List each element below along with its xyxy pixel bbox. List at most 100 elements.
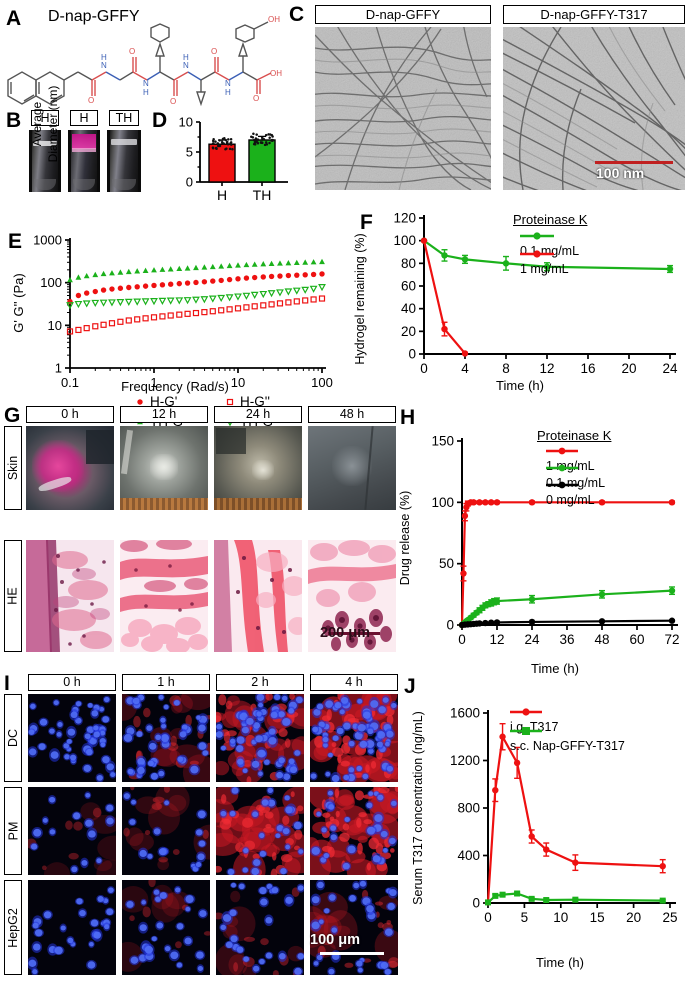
- panel-i-col-title-2: 1 h: [122, 674, 210, 691]
- fluor-pm-1h: [122, 787, 210, 875]
- panel-letter-j: J: [404, 675, 416, 698]
- svg-text:1: 1: [150, 375, 157, 390]
- svg-text:12: 12: [489, 632, 504, 647]
- svg-text:0: 0: [446, 618, 454, 633]
- panel-letter-f: F: [360, 211, 373, 234]
- panel-f-ylabel: Hydrogel remaining (%): [353, 233, 367, 365]
- panel-letter-e: E: [8, 230, 23, 253]
- vial-label-1: H: [31, 110, 59, 126]
- svg-text:10: 10: [48, 318, 62, 333]
- svg-text:16: 16: [580, 361, 595, 376]
- tem-image-1: [315, 27, 491, 190]
- panel-e-xlabel: Frequency (Rad/s): [121, 379, 229, 394]
- he-photo-24h: [214, 540, 302, 652]
- panel-d-ylabel-line1: Average: [30, 101, 44, 147]
- svg-text:1: 1: [55, 361, 62, 376]
- panel-h-legend-item-2: 0.1 mg/mL: [546, 462, 605, 492]
- svg-text:36: 36: [559, 632, 574, 647]
- skin-photo-0h: [26, 426, 114, 510]
- panel-f-xlabel: Time (h): [496, 378, 544, 393]
- svg-text:12: 12: [539, 361, 554, 376]
- svg-text:100: 100: [311, 375, 333, 390]
- panel-letter-d: D: [152, 109, 168, 132]
- panel-i-row-label-pm: PM: [4, 787, 22, 875]
- svg-text:24: 24: [524, 632, 540, 647]
- panel-f-legend-title: Proteinase K: [513, 212, 588, 227]
- svg-text:72: 72: [664, 632, 679, 647]
- panel-f-chart: 0 20 40 60 80 100 120 0 4 8 12 16 20 24: [378, 208, 683, 378]
- panel-h-legend-label-3: 0 mg/mL: [546, 492, 595, 507]
- fluor-hepg2-0h: [28, 880, 116, 975]
- svg-text:50: 50: [439, 556, 454, 571]
- panel-f-legend-label-2: 1 mg/mL: [520, 261, 569, 276]
- atom-label-n: N: [183, 61, 189, 70]
- fluor-hepg2-4h: [310, 880, 398, 975]
- svg-text:100: 100: [393, 233, 416, 248]
- panel-h-legend-label-1: 1 mg/mL: [546, 458, 595, 473]
- panel-g-col-title-4: 48 h: [308, 406, 396, 423]
- panel-h-ylabel: Drug release (%): [398, 490, 412, 586]
- svg-text:150: 150: [431, 434, 454, 449]
- vial-label-3: TH: [109, 110, 139, 126]
- svg-text:0: 0: [408, 347, 416, 362]
- panel-letter-c: C: [289, 3, 305, 26]
- svg-text:24: 24: [662, 361, 678, 376]
- panel-j-chart: 0 400 800 1200 1600 0 5 10 15 20 25: [430, 697, 684, 935]
- panel-i-col-title-4: 4 h: [310, 674, 398, 691]
- vial-label-2: H: [70, 110, 98, 126]
- scalebar-line-c: [595, 161, 673, 164]
- atom-label-n: N: [101, 61, 107, 70]
- skin-photo-24h: [214, 426, 302, 510]
- atom-label-h: H: [143, 88, 149, 97]
- svg-text:1200: 1200: [450, 753, 480, 768]
- panel-d-ylabel-line2: Diameter (nm): [46, 85, 60, 163]
- panel-g-row-label-skin: Skin: [4, 426, 22, 510]
- svg-text:0: 0: [458, 632, 466, 647]
- scalebar-line-g: [328, 632, 380, 635]
- panel-h-legend-title: Proteinase K: [537, 428, 612, 443]
- svg-text:0: 0: [186, 175, 193, 190]
- vial-photo-3: [107, 130, 141, 192]
- panel-a-title: D-nap-GFFY: [48, 8, 140, 25]
- panel-letter-b: B: [6, 109, 22, 132]
- he-photo-0h: [26, 540, 114, 652]
- atom-label-o: O: [253, 94, 259, 103]
- vial-photo-1: [29, 130, 61, 192]
- svg-text:0.1: 0.1: [61, 375, 79, 390]
- atom-label-o: O: [211, 47, 217, 56]
- fluor-dc-0h: [28, 694, 116, 782]
- scalebar-label-i: 100 μm: [310, 932, 360, 948]
- svg-text:H: H: [217, 187, 227, 203]
- svg-text:100: 100: [431, 495, 454, 510]
- svg-text:8: 8: [502, 361, 510, 376]
- svg-text:H-G': H-G': [150, 394, 177, 409]
- atom-label-o: O: [88, 96, 94, 105]
- fluor-pm-2h: [216, 787, 304, 875]
- fluor-dc-1h: [122, 694, 210, 782]
- atom-label-h: H: [101, 53, 107, 62]
- panel-g-row-label-he: HE: [4, 540, 22, 652]
- panel-e-ylabel: G' G'' (Pa): [11, 273, 26, 333]
- svg-text:20: 20: [626, 910, 641, 925]
- svg-text:10: 10: [231, 375, 245, 390]
- svg-text:10: 10: [553, 910, 568, 925]
- panel-j-ylabel: Serum T317 concentration (ng/mL): [411, 711, 425, 905]
- svg-text:120: 120: [393, 211, 416, 226]
- scalebar-label-g: 200 μm: [320, 625, 370, 641]
- panel-j-xlabel: Time (h): [536, 955, 584, 970]
- atom-label-h: H: [225, 88, 231, 97]
- svg-text:15: 15: [590, 910, 605, 925]
- panel-h-xlabel: Time (h): [531, 661, 579, 676]
- skin-photo-12h: [120, 426, 208, 510]
- he-photo-48h: [308, 540, 396, 652]
- svg-text:0: 0: [484, 910, 492, 925]
- panel-c-image-title-1: D-nap-GFFY: [315, 5, 491, 24]
- svg-text:25: 25: [662, 910, 677, 925]
- svg-text:400: 400: [457, 848, 480, 863]
- panel-j-legend-item-2: s.c. Nap-GFFY-T317: [510, 725, 625, 755]
- vial-photo-2: [68, 130, 100, 192]
- fluor-dc-2h: [216, 694, 304, 782]
- svg-text:20: 20: [401, 324, 416, 339]
- panel-a-structure: O N H O N H O N H O N H OH OH O: [0, 15, 290, 112]
